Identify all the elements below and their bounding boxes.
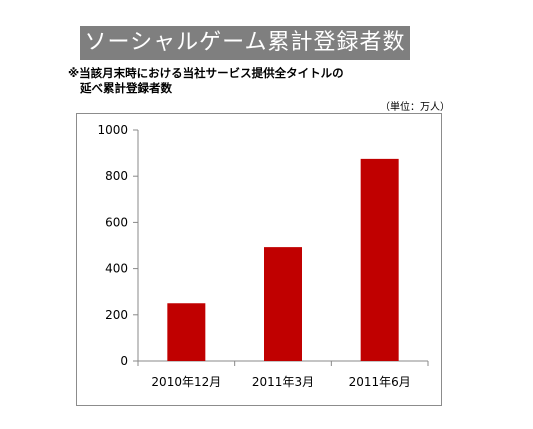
y-tick-label: 200 — [105, 308, 128, 322]
bar — [264, 247, 302, 361]
note-line-2: 延べ累計登録者数 — [80, 81, 172, 95]
y-tick-label: 1000 — [97, 123, 128, 137]
bar — [167, 303, 206, 361]
unit-label: （単位：万人） — [380, 102, 450, 113]
bar — [360, 158, 399, 361]
x-tick-label: 2010年12月 — [151, 375, 221, 389]
y-tick-label: 600 — [105, 215, 128, 229]
x-tick-label: 2011年3月 — [252, 375, 314, 389]
chart-note: ※当該月末時における当社サービス提供全タイトルの 延べ累計登録者数 — [68, 66, 344, 96]
y-tick-label: 400 — [105, 262, 128, 276]
y-tick-label: 800 — [105, 169, 128, 183]
x-tick-label: 2011年6月 — [349, 375, 411, 389]
y-tick-label: 0 — [120, 354, 128, 368]
note-line-1: ※当該月末時における当社サービス提供全タイトルの — [68, 66, 344, 80]
chart-title: ソーシャルゲーム累計登録者数 — [80, 26, 410, 60]
